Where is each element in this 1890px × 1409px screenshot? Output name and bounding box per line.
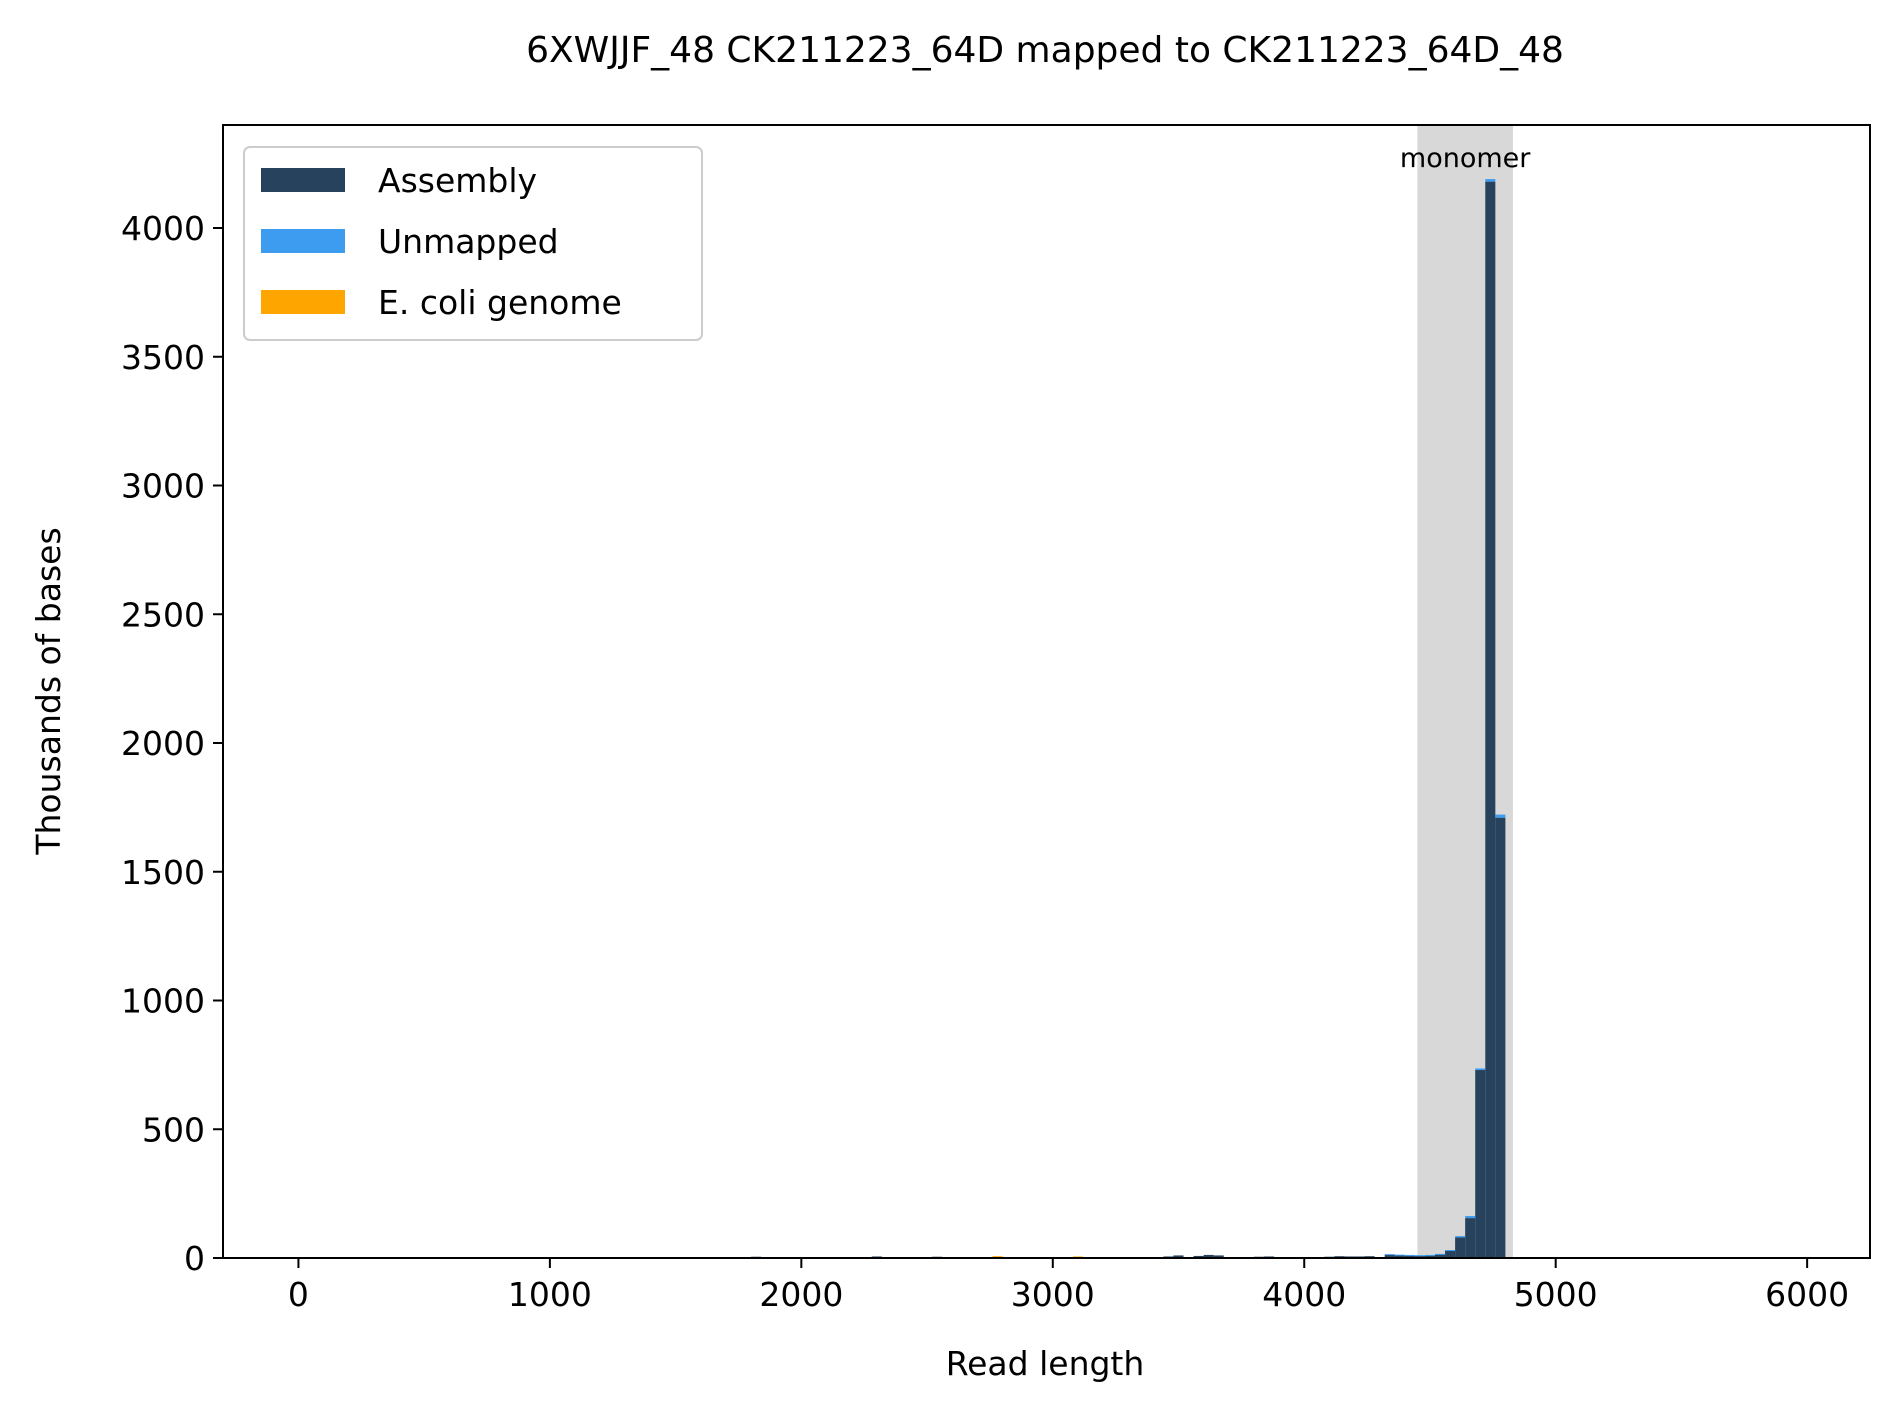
bar-series1-bin xyxy=(1495,814,1506,818)
x-tick-label: 6000 xyxy=(1765,1275,1849,1314)
y-tick-label: 1000 xyxy=(121,982,205,1021)
y-tick-label: 0 xyxy=(184,1239,205,1278)
legend-swatch xyxy=(261,229,345,253)
bar-series1-bin xyxy=(1384,1254,1395,1256)
y-tick-label: 500 xyxy=(142,1110,205,1149)
y-tick-label: 3000 xyxy=(121,467,205,506)
bars-layer xyxy=(751,179,1506,1259)
legend-swatch xyxy=(261,290,345,314)
bar-series0-bin xyxy=(1203,1254,1214,1258)
bar-series0-bin xyxy=(1475,1070,1486,1258)
legend-entry-label: Unmapped xyxy=(378,222,559,261)
y-tick-label: 4000 xyxy=(121,209,205,248)
bar-series0-bin xyxy=(1445,1250,1456,1258)
y-axis: 0 500 1000 1500 2000 2500 3000 3500 4000 xyxy=(121,209,223,1278)
bar-series1-bin xyxy=(1424,1254,1435,1256)
x-axis-label: Read length xyxy=(946,1344,1145,1383)
y-tick-label: 2000 xyxy=(121,724,205,763)
x-tick-label: 5000 xyxy=(1514,1275,1598,1314)
bar-series1-bin xyxy=(1455,1236,1466,1238)
bar-series2-bin xyxy=(1072,1256,1083,1258)
bar-series0-bin xyxy=(1173,1255,1184,1258)
x-tick-label: 2000 xyxy=(759,1275,843,1314)
x-tick-label: 4000 xyxy=(1262,1275,1346,1314)
bar-series0-bin xyxy=(1213,1255,1224,1258)
legend-entry-label: E. coli genome xyxy=(378,283,622,322)
x-tick-label: 3000 xyxy=(1011,1275,1095,1314)
bar-series2-bin xyxy=(992,1256,1003,1258)
bar-series0-bin xyxy=(1404,1255,1415,1258)
bar-series0-bin xyxy=(1394,1255,1405,1258)
y-axis-label: Thousands of bases xyxy=(29,527,68,855)
bar-series0-bin xyxy=(1434,1254,1446,1258)
bar-series1-bin xyxy=(1394,1254,1405,1256)
bar-series1-bin xyxy=(1434,1253,1446,1255)
plot-frame xyxy=(222,124,1871,1259)
chart-title: 6XWJJF_48 CK211223_64D mapped to CK21122… xyxy=(526,30,1564,71)
legend: Assembly Unmapped E. coli genome xyxy=(243,146,703,341)
bar-series0-bin xyxy=(1193,1255,1204,1258)
bar-series1-bin xyxy=(1414,1255,1425,1257)
y-tick-label: 2500 xyxy=(121,595,205,634)
bar-series1-bin xyxy=(1465,1216,1476,1219)
bar-series0-bin xyxy=(1424,1255,1435,1258)
x-axis: 0 1000 2000 3000 4000 5000 6000 xyxy=(288,1258,1849,1314)
annotation-layer: monomer xyxy=(1400,125,1531,1258)
bar-series0-bin xyxy=(1485,181,1496,1258)
bar-series1-bin xyxy=(1475,1068,1486,1071)
legend-box xyxy=(243,146,703,341)
bar-series0-bin xyxy=(1414,1255,1425,1258)
legend-entry-label: Assembly xyxy=(378,161,537,200)
bar-series1-bin xyxy=(1445,1250,1456,1252)
bar-series0-bin xyxy=(1495,817,1506,1258)
monomer-label: monomer xyxy=(1400,143,1531,174)
bar-series0-bin xyxy=(1384,1254,1395,1258)
bar-series1-bin xyxy=(1485,179,1496,182)
bar-series0-bin xyxy=(1465,1218,1476,1258)
x-tick-label: 0 xyxy=(288,1275,309,1314)
y-tick-label: 1500 xyxy=(121,853,205,892)
legend-swatch xyxy=(261,168,345,192)
bar-series1-bin xyxy=(1404,1254,1415,1256)
x-tick-label: 1000 xyxy=(508,1275,592,1314)
bar-series0-bin xyxy=(1455,1237,1466,1258)
y-tick-label: 3500 xyxy=(121,338,205,377)
